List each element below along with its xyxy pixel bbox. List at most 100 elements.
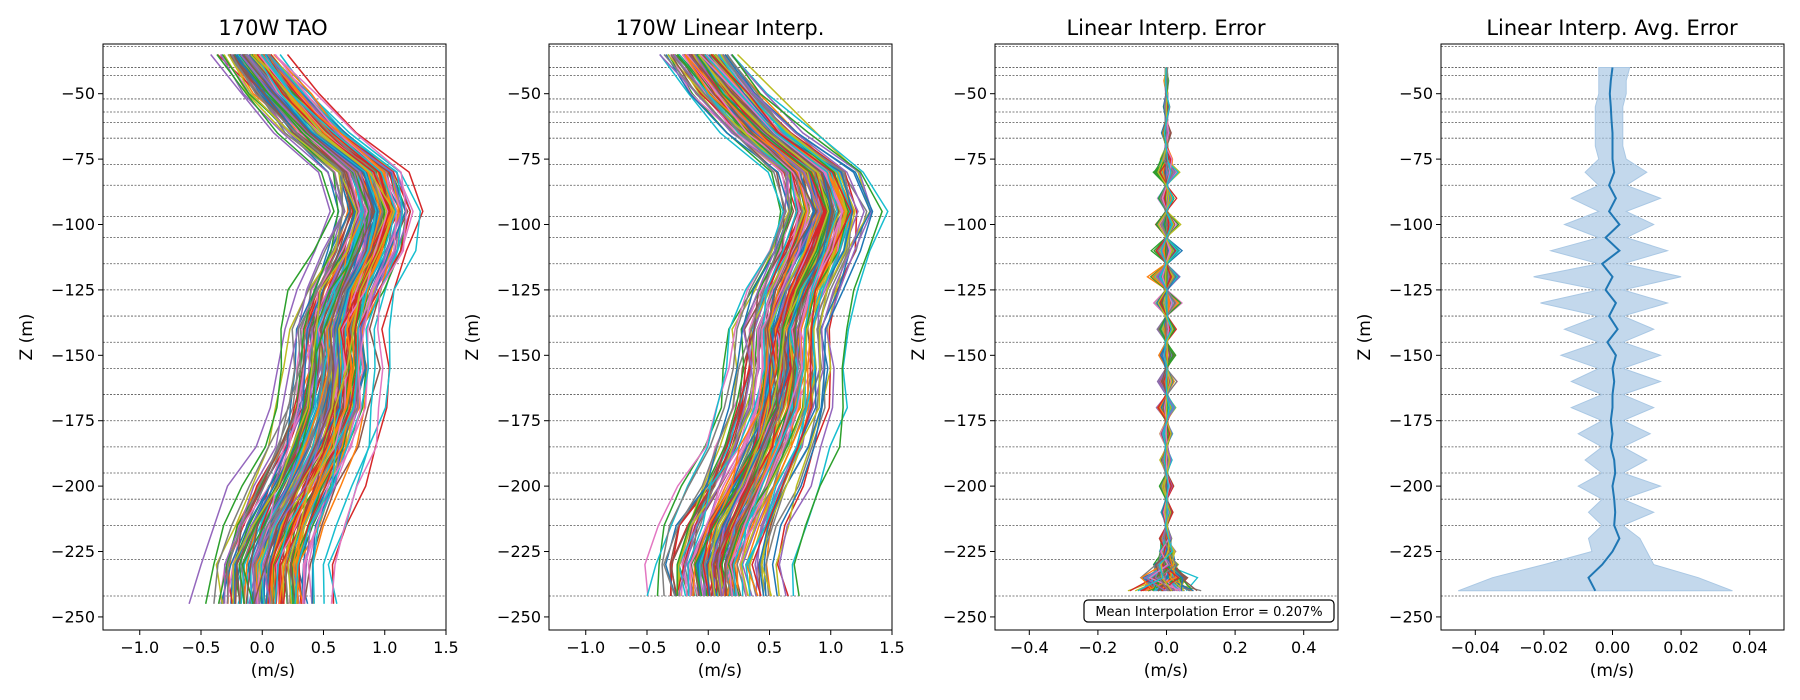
x-tick-label: 0.0 xyxy=(250,638,275,657)
x-axis-label: (m/s) xyxy=(1144,661,1188,681)
profile-line xyxy=(188,54,331,605)
x-axis-label: (m/s) xyxy=(698,661,742,681)
profile-line xyxy=(661,54,787,597)
profile-line xyxy=(684,53,808,597)
y-tick-label: −75 xyxy=(507,150,541,169)
x-tick-label: 1.0 xyxy=(372,638,397,657)
y-tick-label: −125 xyxy=(943,280,987,299)
profile-line xyxy=(238,54,370,604)
profile-line xyxy=(256,54,390,604)
panel-title: 170W Linear Interp. xyxy=(616,16,825,40)
annotation-text: Mean Interpolation Error = 0.207% xyxy=(1095,605,1322,620)
y-tick-label: −75 xyxy=(61,150,95,169)
y-tick-label: −125 xyxy=(1389,280,1433,299)
profile-line xyxy=(266,54,384,604)
y-tick-label: −250 xyxy=(1389,607,1433,626)
y-tick-label: −150 xyxy=(51,346,95,365)
y-tick-label: −175 xyxy=(51,411,95,430)
profile-line xyxy=(213,54,346,604)
y-axis-label: Z (m) xyxy=(909,314,929,361)
profile-line xyxy=(659,53,789,597)
panel-title: Linear Interp. Avg. Error xyxy=(1486,16,1738,40)
profile-line xyxy=(690,54,818,597)
x-tick-label: 0.4 xyxy=(1291,638,1316,657)
mean-error-line xyxy=(1587,67,1621,592)
profile-line xyxy=(228,54,352,604)
panel-avg-error: Linear Interp. Avg. Error (m/s) Z (m) −0… xyxy=(1355,16,1785,681)
plot-area xyxy=(995,46,1338,597)
y-tick-label: −200 xyxy=(943,477,987,496)
y-tick-label: −150 xyxy=(1389,346,1433,365)
y-tick-label: −225 xyxy=(943,542,987,561)
x-tick-label: −0.04 xyxy=(1451,638,1500,657)
y-axis-label: Z (m) xyxy=(1355,314,1375,361)
y-tick-label: −225 xyxy=(51,542,95,561)
profile-line xyxy=(239,54,366,604)
x-tick-label: −0.4 xyxy=(1010,638,1049,657)
profile-line xyxy=(268,54,404,604)
profile-line xyxy=(663,54,791,597)
y-tick-label: −175 xyxy=(1389,411,1433,430)
y-tick-label: −250 xyxy=(497,607,541,626)
profile-line xyxy=(688,53,819,597)
profile-line xyxy=(254,54,396,604)
profile-line xyxy=(731,54,883,597)
panel-tao: 170W TAO (m/s) Z (m) −1.0 −0.5 0.0 0.5 1.0 1.… xyxy=(17,16,459,681)
panel-title: Linear Interp. Error xyxy=(1066,16,1265,40)
x-tick-label: 0.02 xyxy=(1663,638,1699,657)
y-tick-label: −150 xyxy=(943,346,987,365)
plot-area xyxy=(1441,46,1784,597)
y-tick-label: −50 xyxy=(61,84,95,103)
y-tick-label: −150 xyxy=(497,346,541,365)
y-tick-label: −100 xyxy=(497,215,541,234)
x-tick-label: 1.5 xyxy=(879,638,904,657)
y-tick-label: −50 xyxy=(1399,84,1433,103)
y-tick-label: −125 xyxy=(497,280,541,299)
axes-frame xyxy=(548,43,893,631)
axes-frame xyxy=(102,43,447,631)
y-tick-label: −225 xyxy=(497,542,541,561)
profile-line xyxy=(231,54,345,604)
y-tick-label: −50 xyxy=(507,84,541,103)
panel-linear-interp: 170W Linear Interp. (m/s) Z (m) −1.0 −0.5… xyxy=(463,16,905,681)
y-tick-label: −75 xyxy=(1399,150,1433,169)
y-tick-label: −100 xyxy=(1389,215,1433,234)
profile-line xyxy=(240,54,361,604)
profile-line xyxy=(676,54,793,596)
profile-line xyxy=(717,54,852,597)
x-tick-label: 0.2 xyxy=(1222,638,1247,657)
y-axis-label: Z (m) xyxy=(463,314,483,361)
y-tick-label: −125 xyxy=(51,280,95,299)
profile-line xyxy=(670,54,785,597)
annotation-box xyxy=(1083,599,1335,623)
x-tick-label: −0.5 xyxy=(628,638,667,657)
x-tick-label: −1.0 xyxy=(566,638,605,657)
y-tick-label: −200 xyxy=(497,477,541,496)
profile-line xyxy=(721,54,865,597)
x-tick-label: 0.0 xyxy=(696,638,721,657)
plot-area xyxy=(549,46,892,597)
profile-line xyxy=(699,53,843,597)
profile-line xyxy=(226,54,344,604)
x-tick-label: 0.5 xyxy=(311,638,336,657)
y-tick-label: −250 xyxy=(51,607,95,626)
y-tick-label: −200 xyxy=(51,477,95,496)
panel-title: 170W TAO xyxy=(218,16,327,40)
y-tick-label: −225 xyxy=(1389,542,1433,561)
x-tick-label: −0.02 xyxy=(1519,638,1568,657)
profile-line xyxy=(694,54,829,597)
plot-area xyxy=(103,46,446,605)
x-tick-label: −0.2 xyxy=(1078,638,1117,657)
profile-line xyxy=(689,54,826,597)
y-tick-label: −50 xyxy=(953,84,987,103)
profile-line xyxy=(204,54,335,604)
profile-line xyxy=(686,54,809,597)
panel-interp-error: Linear Interp. Error (m/s) Z (m) −0.4 −0.… xyxy=(909,16,1339,681)
y-tick-label: −100 xyxy=(943,215,987,234)
profile-line xyxy=(730,54,873,597)
x-axis-label: (m/s) xyxy=(251,661,295,681)
profile-line xyxy=(704,53,838,597)
y-tick-label: −175 xyxy=(943,411,987,430)
profile-line xyxy=(698,54,830,597)
